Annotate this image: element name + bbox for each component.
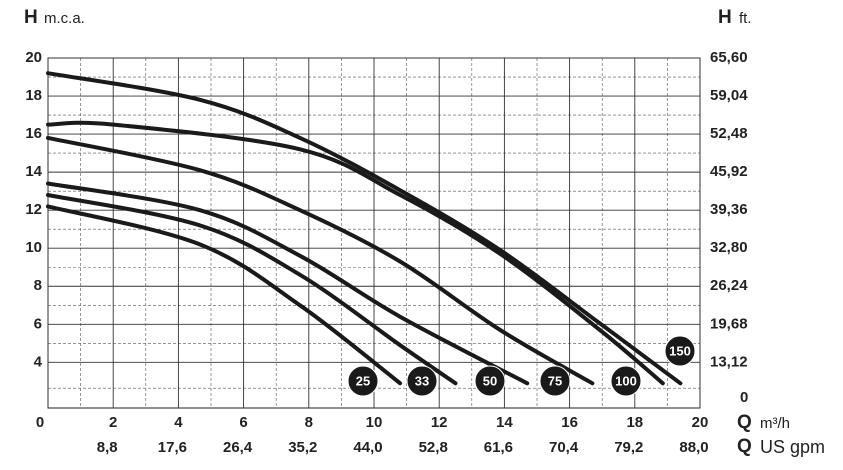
y2-tick-label: 26,24 (710, 277, 748, 294)
y-tick-label: 14 (25, 163, 42, 180)
y2-tick-label: 19,68 (710, 315, 748, 332)
x-tick-label: 0 (36, 414, 44, 431)
curve-badge (610, 365, 642, 397)
y2-tick-label: 59,04 (710, 87, 748, 104)
x-tick-label: 10 (366, 414, 383, 431)
pump-curve (46, 181, 530, 386)
x-tick-label: 8 (305, 414, 313, 431)
x-tick-label: 4 (174, 414, 183, 431)
y2-tick-label: 32,80 (710, 239, 748, 256)
pump-curve (46, 204, 403, 386)
pump-curve (46, 120, 665, 386)
y-tick-label: 16 (25, 125, 42, 142)
x2-tick-label: 17,6 (158, 439, 187, 456)
y-tick-label: 10 (25, 239, 42, 256)
x2-axis-symbol: Q (737, 436, 752, 457)
y-tick-label: 4 (34, 353, 43, 370)
x-tick-label: 18 (626, 414, 643, 431)
x2-tick-label: 79,2 (614, 439, 643, 456)
y-tick-label: 6 (34, 315, 42, 332)
x-tick-label: 14 (496, 414, 513, 431)
y2-tick-label: 13,12 (710, 353, 748, 370)
y2-axis-unit: ft. (739, 10, 752, 27)
legend-label: 150 (669, 343, 691, 358)
y2-tick-label: 39,36 (710, 201, 748, 218)
y-tick-label: 18 (25, 87, 42, 104)
legend-label: 33 (415, 373, 429, 388)
curve-badge (539, 365, 571, 397)
pump-curve (46, 193, 458, 386)
x-tick-label: 20 (692, 414, 709, 431)
y-tick-label: 20 (25, 49, 42, 66)
curve-badge (474, 365, 506, 397)
x-tick-label: 12 (431, 414, 448, 431)
x-axis-unit: m³/h (760, 415, 790, 432)
curve-badge (406, 365, 438, 397)
y2-tick-label: 52,48 (710, 125, 748, 142)
y2-origin-label: 0 (740, 389, 748, 406)
x2-tick-label: 61,6 (484, 439, 513, 456)
x2-axis-unit: US gpm (760, 437, 825, 457)
curve-badge (347, 365, 379, 397)
x2-tick-label: 52,8 (419, 439, 448, 456)
x-tick-label: 16 (561, 414, 578, 431)
x2-tick-label: 70,4 (549, 439, 579, 456)
x2-tick-label: 8,8 (97, 439, 118, 456)
pump-curve (46, 71, 683, 386)
x2-tick-label: 35,2 (288, 439, 317, 456)
x2-tick-label: 88,0 (679, 439, 708, 456)
x2-tick-label: 26,4 (223, 439, 253, 456)
y2-axis-symbol: H (718, 7, 732, 28)
legend-label: 100 (615, 373, 637, 388)
y-axis-unit: m.c.a. (44, 10, 85, 27)
legend-label: 50 (483, 373, 497, 388)
x2-tick-label: 44,0 (353, 439, 382, 456)
y-tick-label: 12 (25, 201, 42, 218)
legend-label: 25 (356, 373, 370, 388)
y2-tick-label: 45,92 (710, 163, 748, 180)
pump-curve (46, 135, 595, 386)
x-tick-label: 2 (109, 414, 117, 431)
curve-badge (664, 335, 696, 367)
y-axis-symbol: H (24, 7, 38, 28)
y-tick-label: 8 (34, 277, 42, 294)
x-tick-label: 6 (239, 414, 247, 431)
legend-label: 75 (548, 373, 562, 388)
y2-tick-label: 65,60 (710, 49, 748, 66)
x-axis-symbol: Q (737, 412, 752, 433)
